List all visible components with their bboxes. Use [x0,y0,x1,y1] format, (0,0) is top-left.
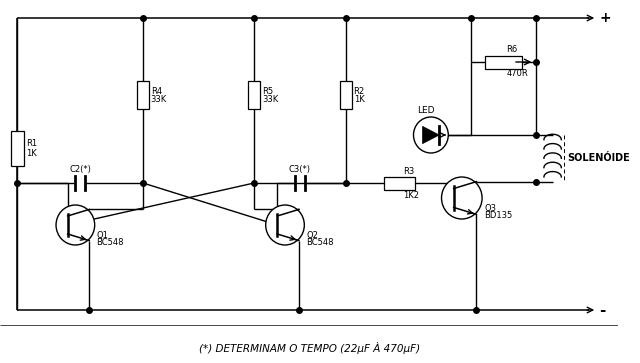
Text: LED: LED [417,106,435,115]
Text: 33K: 33K [150,95,167,105]
Text: R4: R4 [150,86,162,95]
Text: BC548: BC548 [97,238,124,247]
Bar [385,176,415,189]
Text: BC548: BC548 [307,238,334,247]
Text: Q1: Q1 [97,231,109,240]
Bar [248,81,260,109]
Text: +: + [599,11,611,25]
Bar [340,81,351,109]
Text: R5: R5 [262,86,273,95]
Text: Q3: Q3 [484,204,496,213]
Circle shape [266,205,305,245]
Text: 470R: 470R [506,69,528,78]
Text: C3(*): C3(*) [289,165,311,174]
Circle shape [56,205,95,245]
Text: 1K: 1K [354,95,364,105]
Text: C2(*): C2(*) [69,165,91,174]
Text: 33K: 33K [262,95,278,105]
Text: SOLENÓIDE: SOLENÓIDE [567,153,630,163]
Text: Q2: Q2 [307,231,318,240]
Text: R2: R2 [354,86,365,95]
Bar [11,131,24,166]
Text: 1K: 1K [26,148,37,158]
Bar [137,81,148,109]
Text: BD135: BD135 [484,211,512,220]
Circle shape [413,117,448,153]
Text: (*) DETERMINAM O TEMPO (22μF À 470μF): (*) DETERMINAM O TEMPO (22μF À 470μF) [198,342,420,354]
Text: R1: R1 [26,139,37,148]
Circle shape [442,177,482,219]
Bar [485,56,522,69]
Text: 1K2: 1K2 [403,191,419,200]
Text: R6: R6 [506,45,518,54]
Text: R3: R3 [403,167,414,175]
Text: -: - [599,302,605,318]
Polygon shape [422,126,439,144]
